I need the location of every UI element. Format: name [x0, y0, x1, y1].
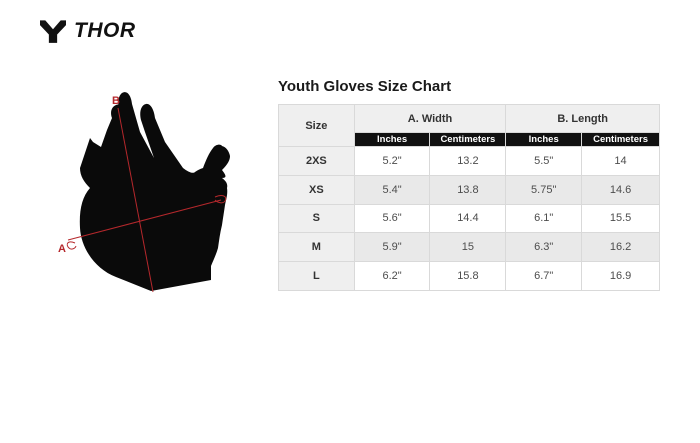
svg-text:B: B [112, 95, 120, 107]
svg-text:A: A [58, 243, 66, 255]
